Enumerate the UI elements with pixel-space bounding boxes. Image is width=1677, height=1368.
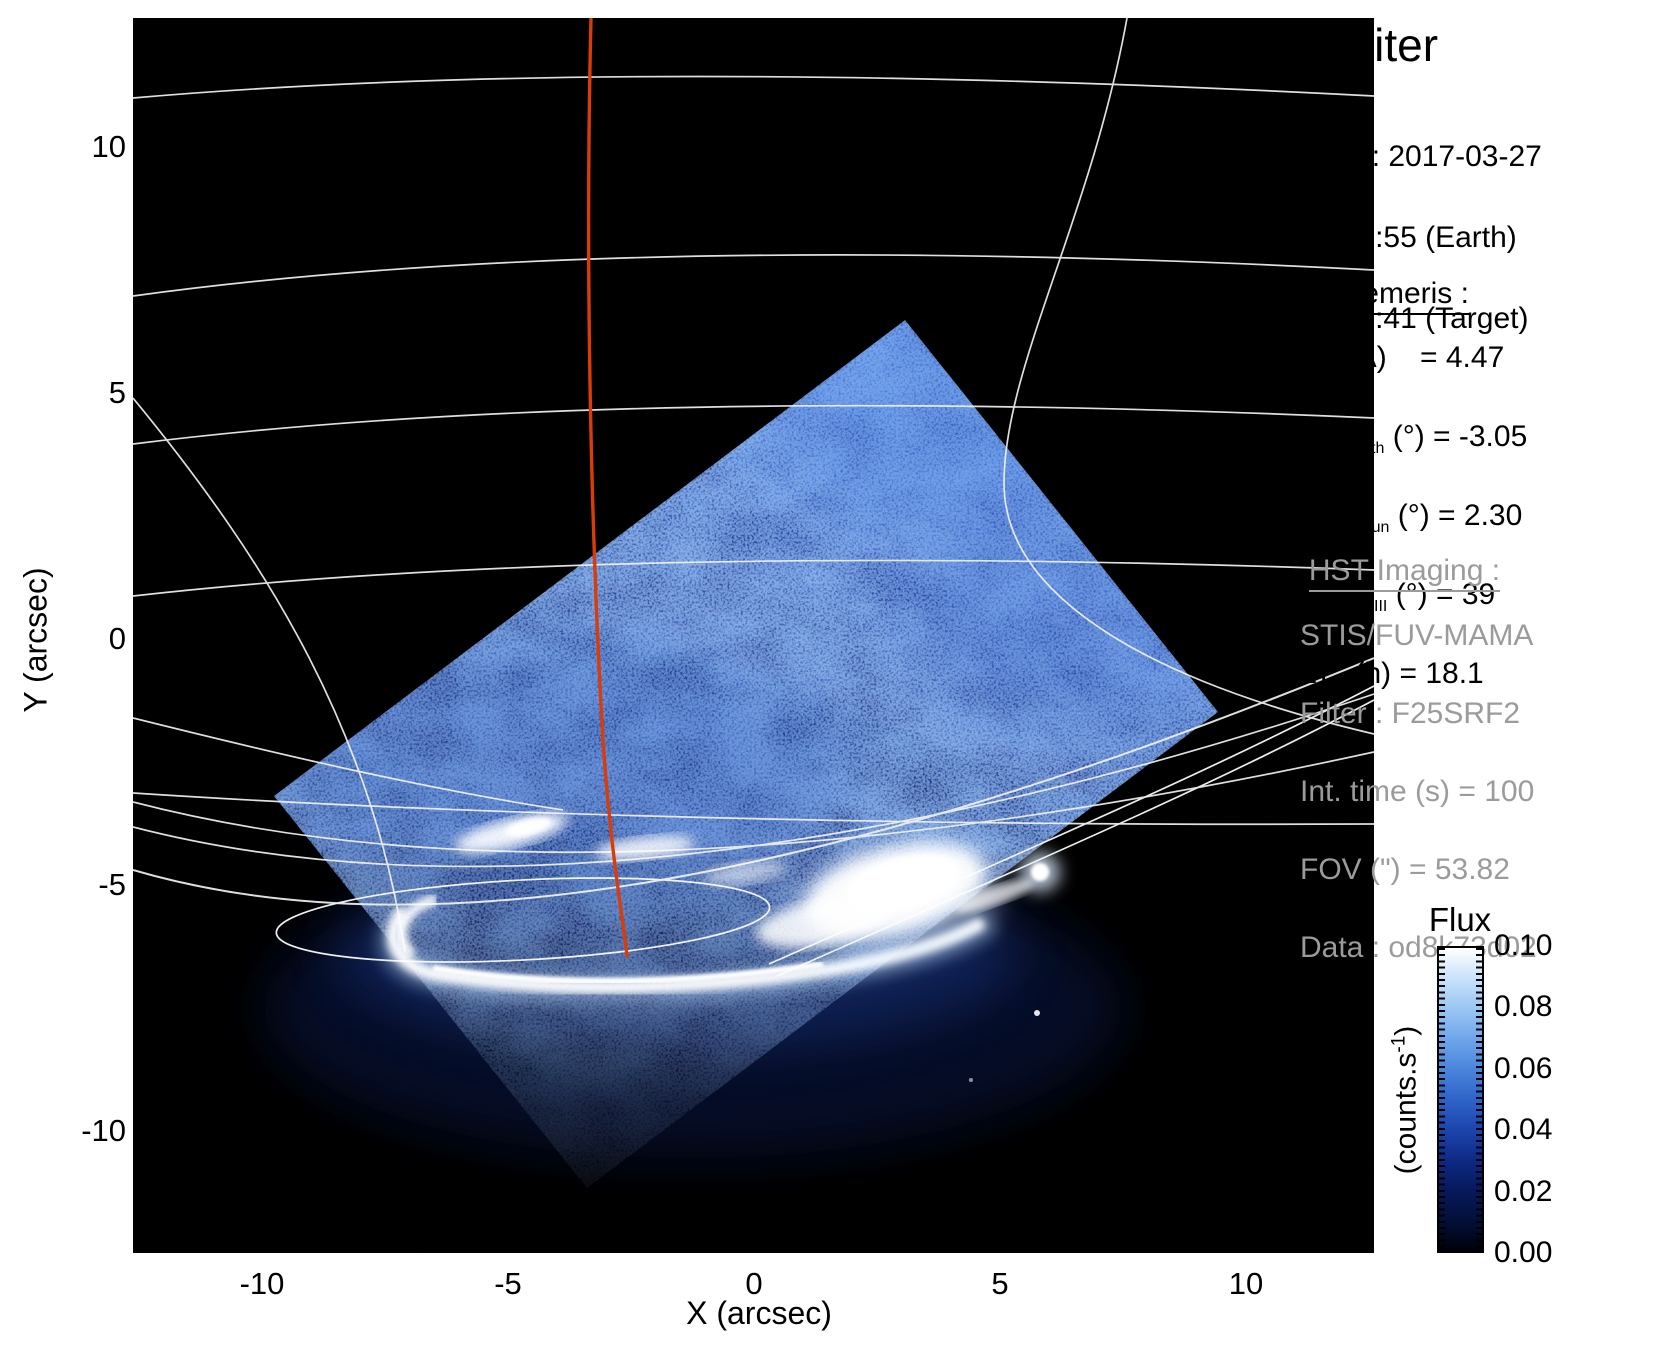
emission-tail: [755, 898, 887, 948]
noise-specks: [969, 1010, 1040, 1082]
sky-image: [133, 18, 1374, 1253]
unit-text: (counts.s: [1389, 1052, 1423, 1175]
ephemeris-row: LTIo (h) = 18.1: [1300, 657, 1527, 694]
latitude-line: [133, 75, 1374, 99]
colorbar: [1437, 946, 1484, 1253]
grid-overlay-redraw: [275, 685, 1374, 977]
symbol: α: [1300, 499, 1318, 532]
meridian-line-left: [133, 397, 406, 953]
x-tick-label: 0: [745, 1266, 763, 1301]
colorbar-tick-label: 0.00: [1494, 1236, 1553, 1269]
emission-patch: [595, 835, 695, 861]
hst-imaging-section: HST Imaging : STIS/FUV-MAMA Filter : F25…: [1300, 536, 1537, 983]
x-axis-title: X (arcsec): [686, 1295, 832, 1331]
y-tick-label: 0: [108, 621, 126, 656]
hst-imaging-header: HST Imaging :: [1308, 554, 1501, 592]
colorbar-minor-ticks: [1476, 948, 1482, 1251]
colorbar-minor-ticks: [1439, 948, 1445, 1251]
latitude-line: [133, 792, 1374, 826]
meridian-line-right: [1003, 18, 1374, 735]
observation-date-block: Date : 2017-03-27 13:28:55 (Earth) 12:51…: [1300, 104, 1542, 354]
main-plot: [133, 18, 1374, 1253]
emission-streak: [955, 879, 1035, 913]
colorbar-title: Flux: [1428, 901, 1492, 938]
cml-meridian-line: [586, 18, 629, 958]
ephemeris-section: Ephemeris : d (UA) = 4.47 λsub-Earth (°)…: [1300, 259, 1527, 709]
symbol-subscript: Io: [1332, 677, 1347, 694]
colorbar-tick-label: 0.10: [1494, 929, 1553, 962]
date-line: Date : 2017-03-27: [1300, 140, 1542, 173]
value-text: (°) = 2.30: [1389, 499, 1523, 532]
symbol: λ: [1300, 420, 1315, 453]
fov-line: FOV (") = 53.82: [1300, 853, 1510, 886]
filter-line: Filter : F25SRF2: [1300, 697, 1521, 730]
ephemeris-row: CMLSIII (°) = 39: [1300, 578, 1527, 615]
colorbar-tick-label: 0.02: [1494, 1175, 1553, 1208]
earth-time-line: 13:28:55 (Earth): [1300, 221, 1517, 254]
instrument-line: STIS/FUV-MAMA: [1300, 619, 1534, 652]
ephemeris-row: d (UA) = 4.47: [1300, 341, 1527, 375]
main-oval-arc-core: [432, 961, 824, 985]
value-text: (°) = 39: [1387, 578, 1496, 611]
y-axis-title: Y (arcsec): [17, 567, 54, 713]
y-tick-label: 5: [108, 375, 126, 410]
aurora-emission: [379, 813, 1060, 1003]
emission-patch: [504, 817, 552, 837]
x-tick-label: 5: [991, 1266, 1009, 1301]
x-tick-label: 10: [1228, 1266, 1264, 1301]
target-time-line: 12:51:41 (Target): [1300, 302, 1529, 335]
symbol: CML: [1300, 578, 1364, 611]
int-time-line: Int. time (s) = 100: [1300, 775, 1535, 808]
unit-text: ): [1389, 1025, 1423, 1036]
value-text: (UA) = 4.47: [1316, 341, 1505, 374]
unit-exponent: -1: [1388, 1035, 1410, 1053]
symbol: LT: [1300, 657, 1333, 690]
y-tick-label: -10: [81, 1113, 126, 1148]
symbol-subscript: sub-Earth: [1315, 440, 1385, 457]
latitude-line: [133, 693, 1374, 868]
dawn-storm-core: [846, 855, 960, 913]
x-tick-label: -10: [239, 1266, 285, 1301]
latitude-line: [133, 559, 1374, 597]
coordinate-grid: [133, 18, 1374, 977]
colorbar-unit-label: (counts.s-1): [1389, 1026, 1424, 1175]
emission-patch: [703, 860, 787, 886]
main-oval-arc: [386, 907, 985, 994]
background-speckle: [133, 18, 1374, 1253]
value-text: (°) = -3.05: [1384, 420, 1528, 453]
ephemeris-row: αEarth-Sun (°) = 2.30: [1300, 499, 1527, 536]
symbol: d: [1300, 341, 1317, 374]
ephemeris-header: Ephemeris :: [1308, 277, 1469, 315]
ephemeris-row: λsub-Earth (°) = -3.05: [1300, 420, 1528, 457]
colorbar-tick-label: 0.06: [1494, 1052, 1553, 1085]
oval-hook: [395, 894, 439, 958]
symbol-subscript: Earth-Sun: [1317, 519, 1390, 536]
page-title: Jupiter: [1300, 19, 1439, 71]
value-text: (h) = 18.1: [1346, 657, 1484, 690]
io-footprint-spot: [1031, 863, 1049, 881]
latitude-line: [133, 404, 1374, 445]
symbol-subscript: SIII: [1363, 598, 1388, 615]
latitude-line: [133, 254, 1374, 297]
x-tick-label: -5: [494, 1266, 522, 1301]
y-tick-label: -5: [98, 867, 126, 902]
y-tick-label: 10: [91, 129, 126, 164]
colorbar-tick-label: 0.08: [1494, 990, 1553, 1023]
colorbar-tick-label: 0.04: [1494, 1113, 1553, 1146]
